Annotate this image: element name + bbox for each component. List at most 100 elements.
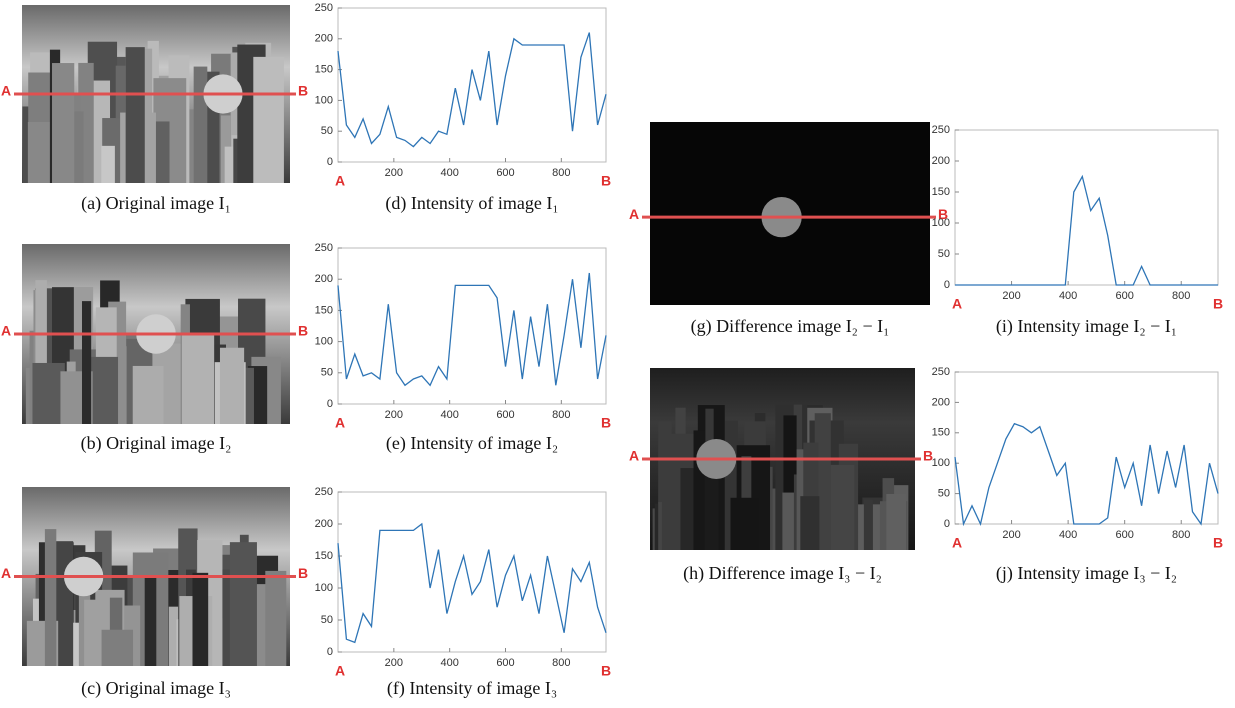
y-tick-label: 100: [932, 457, 950, 469]
building: [168, 606, 179, 666]
building: [229, 542, 257, 666]
y-tick-label: 0: [944, 518, 950, 530]
y-tick-label: 150: [315, 304, 333, 316]
caption: (a) Original image I₁: [81, 193, 231, 214]
building: [693, 430, 705, 550]
axis-end-label: B: [1213, 535, 1223, 551]
y-tick-label: 200: [315, 33, 333, 45]
axis-start-label: A: [335, 415, 345, 431]
building: [181, 333, 215, 424]
axis-end-label: B: [601, 663, 611, 679]
y-tick-label: 50: [938, 248, 950, 260]
building: [144, 577, 157, 666]
x-tick-label: 600: [1115, 529, 1133, 541]
x-tick-label: 400: [1059, 529, 1077, 541]
y-tick-label: 250: [932, 366, 950, 378]
building: [81, 301, 92, 424]
building: [701, 474, 719, 550]
y-tick-label: 150: [932, 427, 950, 439]
y-tick-label: 250: [932, 124, 950, 136]
caption: (b) Original image I₂: [81, 433, 232, 454]
x-tick-label: 800: [552, 167, 570, 179]
axis-start-label: A: [952, 535, 962, 551]
building: [863, 499, 873, 550]
x-tick-label: 800: [552, 409, 570, 421]
photo: [642, 122, 936, 305]
plot-frame: [954, 371, 1219, 525]
photo: [14, 487, 296, 666]
photo: [642, 368, 921, 550]
x-tick-label: 600: [496, 409, 514, 421]
y-tick-label: 100: [315, 94, 333, 106]
building: [35, 280, 47, 424]
photo: [14, 244, 296, 424]
intensity-line: [337, 32, 607, 148]
x-tick-label: 400: [1059, 290, 1077, 302]
caption: (e) Intensity of image I₂: [386, 433, 558, 454]
y-tick-label: 250: [315, 2, 333, 14]
photo: [14, 5, 296, 184]
building: [52, 63, 75, 184]
x-tick-label: 400: [440, 657, 458, 669]
y-tick-label: 100: [315, 336, 333, 348]
building: [32, 362, 65, 424]
x-tick-label: 200: [1002, 529, 1020, 541]
y-tick-label: 0: [327, 156, 333, 168]
building: [219, 347, 245, 424]
y-tick-label: 0: [327, 646, 333, 658]
profile-start-label: A: [629, 448, 639, 464]
building: [101, 629, 134, 666]
axis-start-label: A: [952, 296, 962, 312]
axis-end-label: B: [601, 173, 611, 189]
building: [800, 496, 820, 550]
x-tick-label: 600: [1115, 290, 1133, 302]
building: [101, 145, 115, 183]
building: [193, 66, 208, 183]
building: [730, 497, 759, 550]
caption: (d) Intensity of image I₁: [385, 193, 558, 214]
x-tick-label: 400: [440, 167, 458, 179]
y-tick-label: 50: [938, 488, 950, 500]
profile-end-label: B: [923, 448, 933, 464]
y-tick-label: 150: [932, 186, 950, 198]
y-tick-label: 100: [315, 582, 333, 594]
y-tick-label: 150: [315, 64, 333, 76]
profile-start-label: A: [629, 206, 639, 222]
x-tick-label: 200: [385, 409, 403, 421]
caption: (g) Difference image I₂ − I₁: [691, 316, 890, 337]
y-tick-label: 200: [315, 518, 333, 530]
building: [265, 570, 287, 666]
x-tick-label: 600: [496, 657, 514, 669]
x-tick-label: 800: [1172, 290, 1190, 302]
x-tick-label: 200: [385, 167, 403, 179]
building: [22, 106, 33, 183]
profile-start-label: A: [1, 83, 11, 99]
y-tick-label: 250: [315, 242, 333, 254]
y-tick-label: 0: [327, 398, 333, 410]
building: [125, 47, 145, 184]
building: [253, 56, 284, 183]
x-tick-label: 200: [1002, 290, 1020, 302]
profile-end-label: B: [298, 323, 308, 339]
caption: (i) Intensity image I₂ − I₁: [996, 316, 1177, 337]
x-tick-label: 800: [1172, 529, 1190, 541]
plot-frame: [337, 247, 607, 405]
building: [132, 365, 164, 424]
y-tick-label: 0: [944, 279, 950, 291]
building: [90, 356, 119, 424]
intensity-line: [337, 522, 607, 644]
plot-frame: [954, 129, 1219, 286]
y-tick-label: 250: [315, 486, 333, 498]
profile-end-label: B: [938, 206, 948, 222]
y-tick-label: 200: [932, 396, 950, 408]
building: [147, 40, 159, 183]
y-tick-label: 200: [315, 273, 333, 285]
caption: (c) Original image I₃: [81, 678, 231, 699]
x-tick-label: 200: [385, 657, 403, 669]
axis-start-label: A: [335, 173, 345, 189]
x-tick-label: 400: [440, 409, 458, 421]
x-tick-label: 600: [496, 167, 514, 179]
caption: (h) Difference image I₃ − I₂: [683, 563, 882, 584]
profile-end-label: B: [298, 83, 308, 99]
